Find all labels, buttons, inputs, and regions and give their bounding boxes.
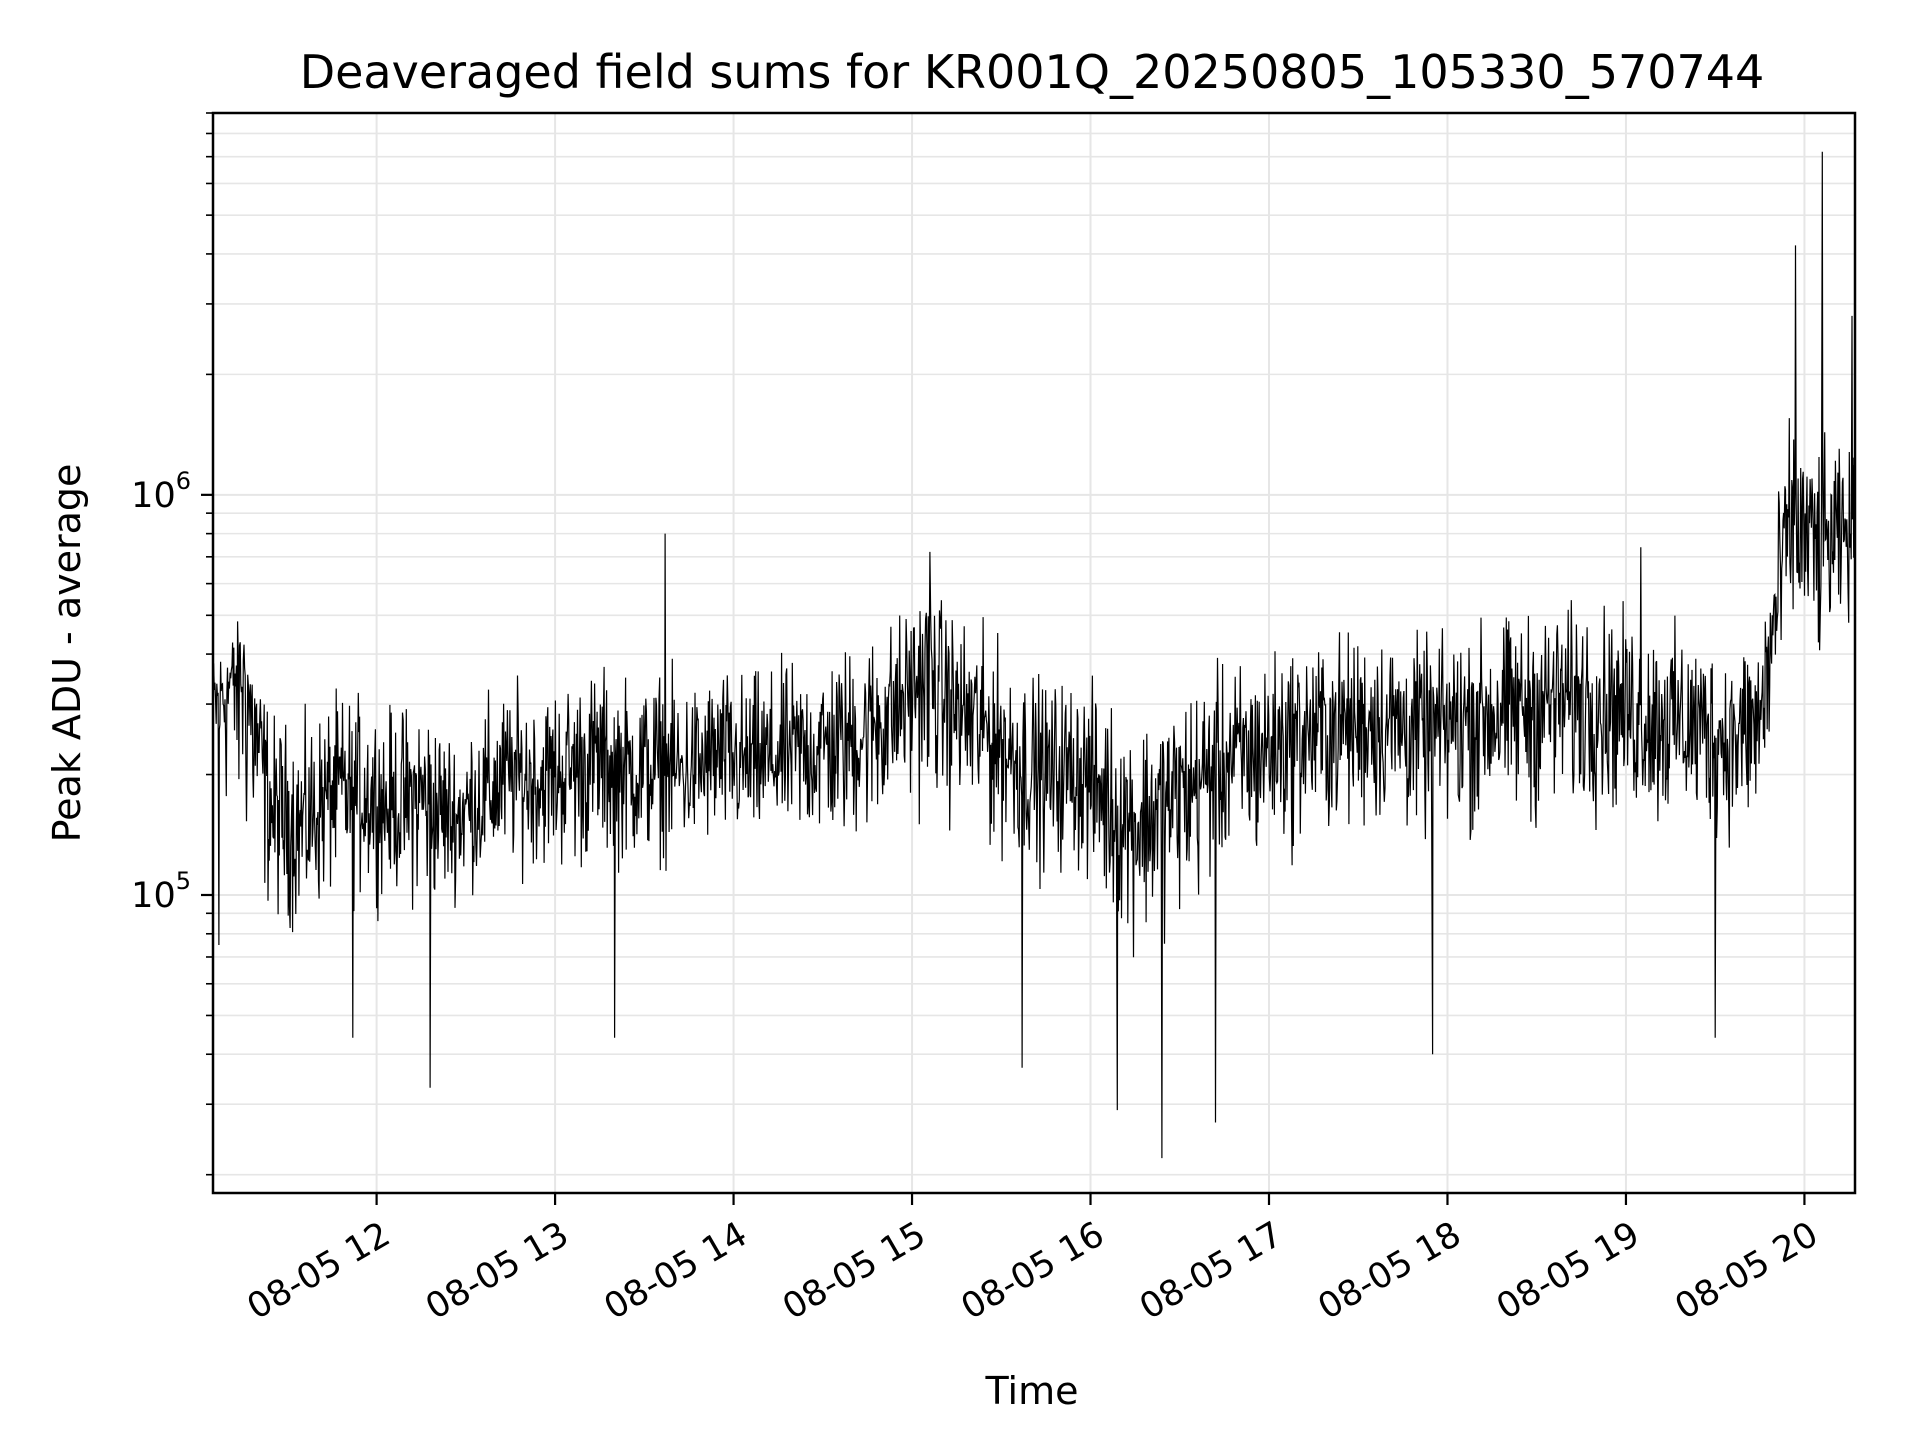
y-axis: 105 106 xyxy=(131,112,213,1176)
y-tick-label: 106 xyxy=(131,467,191,516)
plot-frame xyxy=(211,111,1857,1195)
y-axis-label: Peak ADU - average xyxy=(45,464,89,843)
series-line xyxy=(212,151,1856,1159)
y-tick-label: 105 xyxy=(131,867,191,916)
series-path xyxy=(212,151,1856,1159)
chart-title: Deaveraged field sums for KR001Q_2025080… xyxy=(300,45,1765,99)
x-axis-label: Time xyxy=(985,1369,1079,1413)
grid xyxy=(213,112,1855,1193)
